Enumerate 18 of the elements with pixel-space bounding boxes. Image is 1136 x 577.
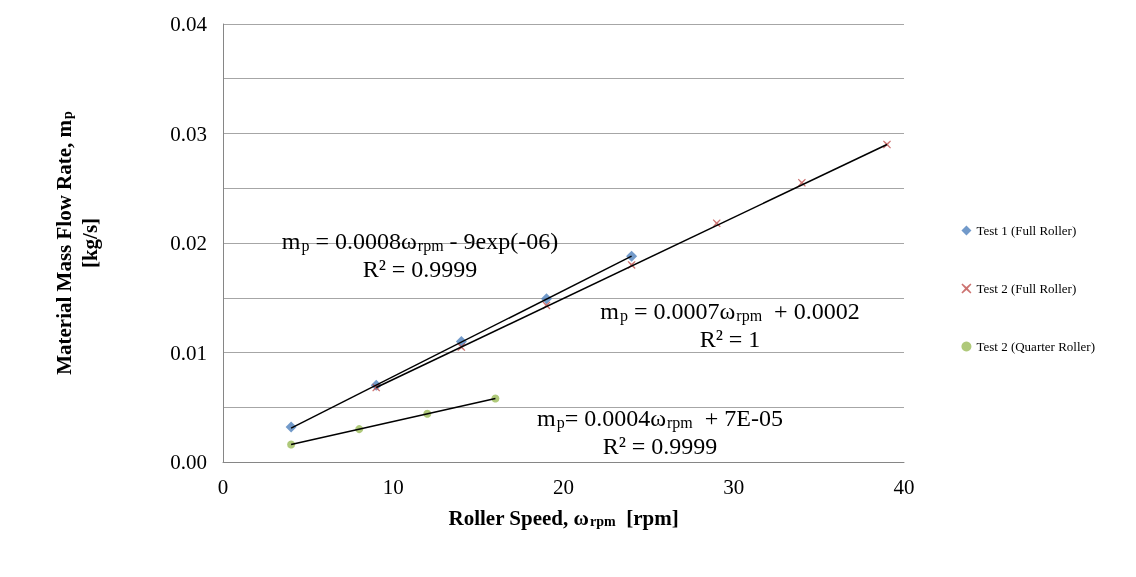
x-tick-label: 0 bbox=[217, 474, 229, 499]
annotation: mp= 0.0004ωrpm + 7E-05 R² = 0.9999 bbox=[537, 405, 783, 459]
annotation: mp = 0.0008ωrpm - 9exp(-06) R² = 0.9999 bbox=[281, 228, 559, 282]
legend-label: Test 2 (Quarter Roller) bbox=[976, 339, 1095, 354]
annotation: mp = 0.0007ωrpm + 0.0002 R² = 1 bbox=[600, 298, 860, 352]
legend-label: Test 2 (Full Roller) bbox=[976, 281, 1077, 296]
y-tick-label: 0.03 bbox=[170, 121, 207, 146]
y-tick-label: 0.01 bbox=[170, 340, 207, 365]
x-tick-label: 40 bbox=[893, 474, 915, 499]
y-tick-label: 0.02 bbox=[170, 231, 207, 255]
x-tick-label: 30 bbox=[723, 474, 745, 499]
x-axis-title: Roller Speed, ωrpm [rpm] bbox=[448, 505, 679, 530]
legend-label: Test 1 (Full Roller) bbox=[976, 223, 1077, 238]
x-tick-label: 10 bbox=[382, 474, 404, 499]
y-tick-label: 0.04 bbox=[170, 12, 208, 36]
x-tick-label: 20 bbox=[553, 474, 574, 499]
text: Material Mass Flow Rate, mp [kg/s] bbox=[52, 111, 102, 375]
y-tick-label: 0.00 bbox=[170, 450, 207, 474]
